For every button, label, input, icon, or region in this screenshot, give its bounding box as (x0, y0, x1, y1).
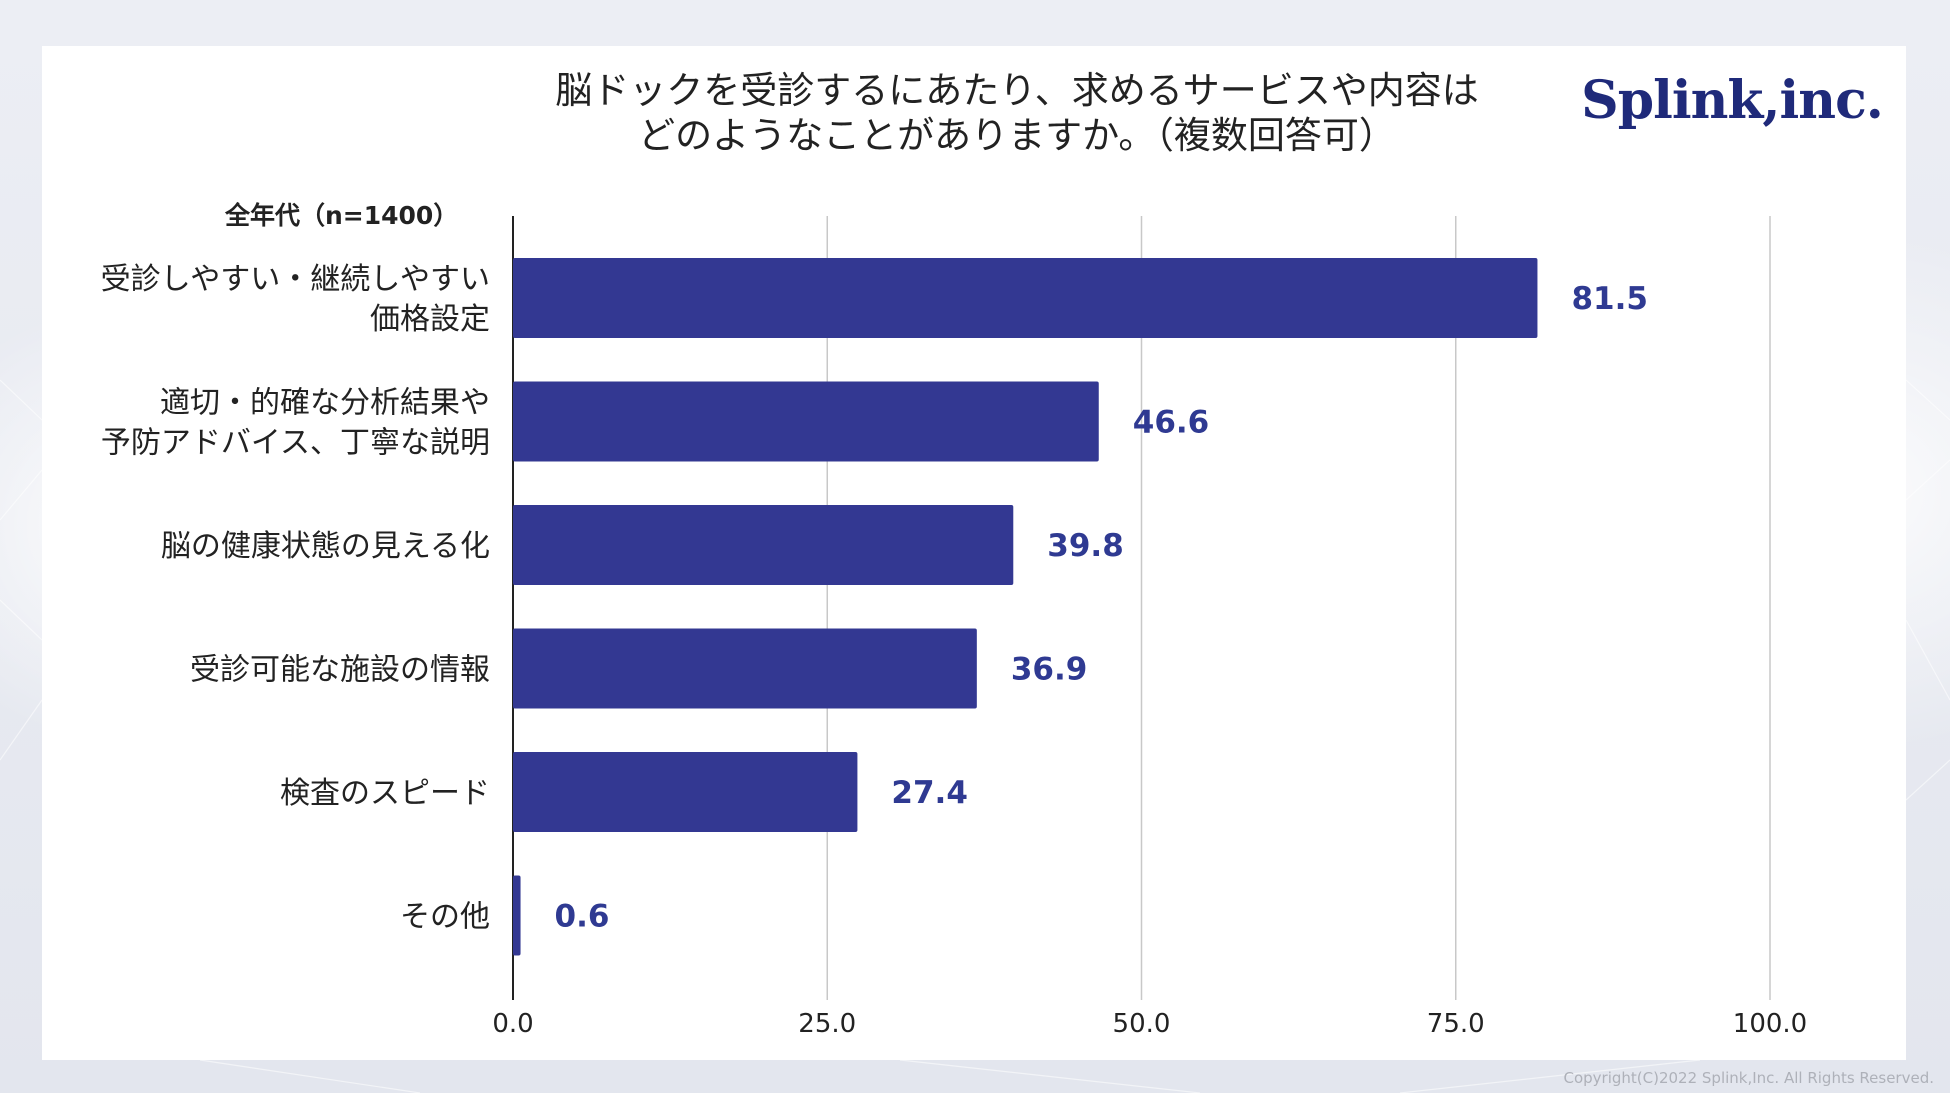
data-label: 27.4 (891, 775, 968, 811)
x-tick-label: 75.0 (1427, 1009, 1485, 1039)
x-tick-label: 100.0 (1733, 1009, 1807, 1039)
data-label: 81.5 (1571, 281, 1648, 317)
bar (513, 381, 1099, 462)
data-label: 39.8 (1047, 528, 1124, 564)
category-label: その他 (400, 900, 490, 935)
group-label: 全年代（n=1400） (224, 201, 458, 230)
data-label: 46.6 (1133, 405, 1210, 441)
category-label: 検査のスピード (280, 776, 490, 811)
x-tick-label: 0.0 (492, 1009, 533, 1039)
x-tick-label: 50.0 (1113, 1009, 1171, 1039)
x-tick-label: 25.0 (798, 1009, 856, 1039)
bar (513, 752, 858, 832)
company-logo: Splink,inc. (1581, 70, 1884, 131)
category-label: 適切・的確な分析結果や (160, 386, 490, 421)
chart-title: 脳ドックを受診するにあたり、求めるサービスや内容は どのようなことがありますか。… (462, 68, 1572, 158)
bar (513, 875, 521, 956)
category-label: 価格設定 (370, 302, 490, 337)
chart-title-line-2: どのようなことがありますか。（複数回答可） (638, 114, 1396, 157)
copyright-notice: Copyright(C)2022 Splink,Inc. All Rights … (1563, 1069, 1935, 1087)
category-label: 脳の健康状態の見える化 (161, 529, 490, 564)
chart-title-line-1: 脳ドックを受診するにあたり、求めるサービスや内容は (555, 69, 1479, 112)
bar (513, 258, 1538, 338)
category-label: 予防アドバイス、丁寧な説明 (101, 426, 490, 461)
category-label: 受診可能な施設の情報 (190, 653, 490, 688)
category-label: 受診しやすい・継続しやすい (101, 262, 490, 297)
bar (513, 505, 1014, 585)
data-label: 36.9 (1011, 652, 1088, 688)
data-label: 0.6 (555, 899, 610, 935)
bar (513, 628, 977, 709)
